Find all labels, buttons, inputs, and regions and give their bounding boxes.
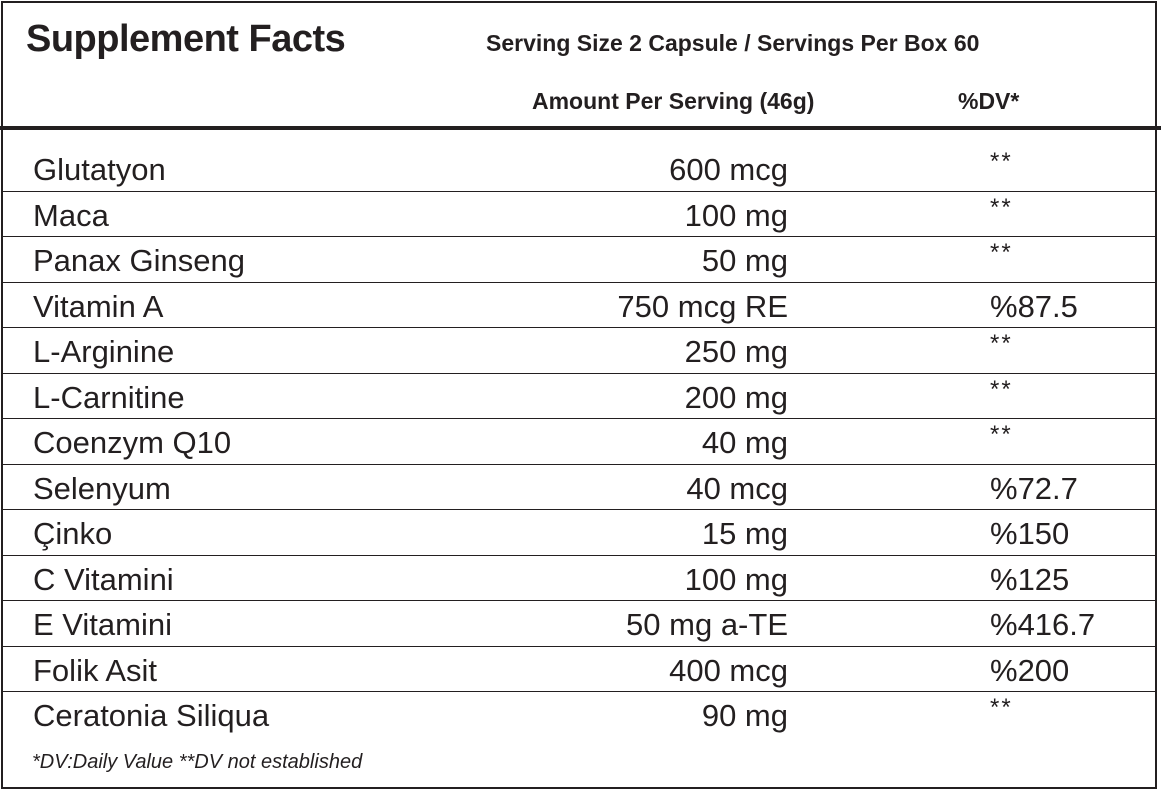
nutrient-name: Maca — [33, 197, 109, 233]
nutrient-dv: %87.5 — [990, 288, 1078, 324]
nutrient-amount: 40 mg — [701, 425, 788, 460]
nutrient-row: Panax Ginseng 50 mg ** — [2, 237, 1157, 283]
nutrient-dv: ** — [990, 193, 1013, 221]
nutrient-dv: ** — [990, 239, 1013, 266]
nutrient-row: L-Carnitine 200 mg ** — [2, 374, 1157, 419]
nutrient-row: Ceratonia Siliqua 90 mg ** — [2, 692, 1157, 738]
nutrient-dv: %200 — [990, 652, 1070, 688]
nutrient-row: C Vitamini 100 mg %125 — [2, 556, 1157, 601]
nutrient-dv: %416.7 — [990, 607, 1096, 642]
nutrient-dv: ** — [990, 421, 1013, 448]
label-title: Supplement Facts — [26, 18, 346, 60]
nutrient-amount: 90 mg — [701, 698, 788, 733]
nutrient-amount: 15 mg — [701, 516, 788, 551]
nutrient-row: Vitamin A 750 mcg RE %87.5 — [2, 283, 1157, 328]
nutrient-name: Çinko — [33, 516, 113, 551]
nutrient-name: Folik Asit — [33, 652, 158, 688]
nutrient-row: Coenzym Q10 40 mg ** — [2, 419, 1157, 465]
nutrient-row: Çinko 15 mg %150 — [2, 510, 1157, 556]
nutrient-name: L-Arginine — [33, 334, 175, 369]
nutrient-name: Ceratonia Siliqua — [33, 698, 270, 733]
nutrient-amount: 100 mg — [684, 561, 788, 597]
nutrient-name: Selenyum — [33, 470, 171, 506]
nutrient-dv: %150 — [990, 516, 1070, 551]
nutrient-name: Vitamin A — [33, 288, 164, 324]
nutrient-dv: %125 — [990, 561, 1070, 597]
nutrient-dv: ** — [990, 330, 1013, 357]
nutrient-table: Glutatyon 600 mcg ** Maca 100 mg ** Pana… — [2, 146, 1157, 738]
nutrient-name: Coenzym Q10 — [33, 425, 232, 460]
nutrient-dv: ** — [990, 148, 1013, 175]
nutrient-dv: ** — [990, 694, 1013, 721]
serving-info: Serving Size 2 Capsule / Servings Per Bo… — [486, 30, 980, 56]
nutrient-amount: 600 mcg — [669, 152, 788, 187]
nutrient-row: Maca 100 mg ** — [2, 192, 1157, 237]
nutrient-row: Glutatyon 600 mcg ** — [2, 146, 1157, 192]
nutrient-amount: 250 mg — [684, 334, 788, 369]
nutrient-amount: 50 mg — [701, 243, 788, 278]
nutrient-row: E Vitamini 50 mg a-TE %416.7 — [2, 601, 1157, 647]
nutrient-amount: 400 mcg — [669, 652, 788, 688]
nutrient-dv: ** — [990, 375, 1013, 403]
nutrient-name: Glutatyon — [33, 152, 166, 187]
nutrient-row: Selenyum 40 mcg %72.7 — [2, 465, 1157, 510]
nutrient-row: Folik Asit 400 mcg %200 — [2, 647, 1157, 692]
nutrient-name: L-Carnitine — [33, 379, 185, 415]
header-divider — [0, 126, 1161, 130]
nutrient-amount: 200 mg — [684, 379, 788, 415]
nutrient-name: E Vitamini — [33, 607, 172, 642]
nutrient-amount: 100 mg — [684, 197, 788, 233]
nutrient-amount: 50 mg a-TE — [626, 607, 788, 642]
nutrient-amount: 750 mcg RE — [617, 288, 788, 324]
nutrient-amount: 40 mcg — [686, 470, 788, 506]
amount-column-header: Amount Per Serving (46g) — [532, 88, 815, 114]
nutrient-row: L-Arginine 250 mg ** — [2, 328, 1157, 374]
nutrient-dv: %72.7 — [990, 470, 1078, 506]
footnote: *DV:Daily Value **DV not established — [32, 751, 363, 773]
nutrient-name: Panax Ginseng — [33, 243, 245, 278]
dv-column-header: %DV* — [958, 88, 1020, 114]
nutrient-name: C Vitamini — [33, 561, 174, 597]
